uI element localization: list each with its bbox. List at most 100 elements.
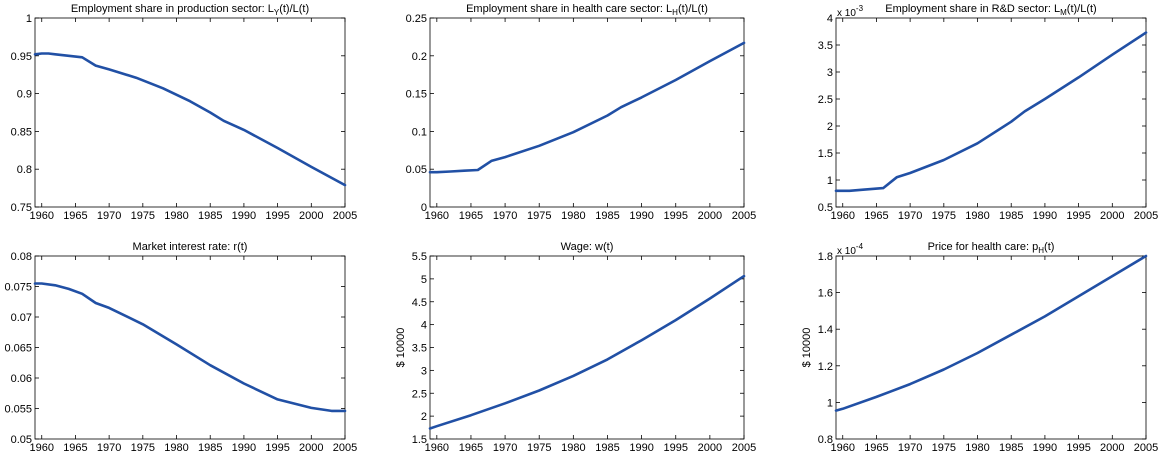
y-tick-label: 1.5	[818, 148, 833, 160]
chart-panel-6: 1960 1965 1970 1975 1980 1985 1990 1995 2000 2005…	[801, 241, 1158, 454]
y-tick-label: 0.065	[4, 343, 32, 355]
y-tick-label: 0.06	[11, 373, 32, 385]
y-tick-label: 0.95	[11, 51, 32, 63]
x-tick-label: 1970	[493, 210, 517, 222]
x-tick-label: 1985	[999, 442, 1023, 454]
y-exponent-label: x 10-4	[837, 242, 864, 257]
x-tick-label: 1980	[561, 442, 585, 454]
x-tick-label: 1980	[965, 210, 989, 222]
x-tick-label: 1990	[629, 210, 653, 222]
x-tick-label: 1985	[198, 442, 222, 454]
x-tick-label: 1960	[425, 442, 449, 454]
y-tick-label: 0.8	[818, 434, 833, 446]
axes-box	[429, 17, 745, 208]
y-tick-label: 2.5	[412, 388, 427, 400]
x-tick-label: 1960	[29, 210, 53, 222]
chart-title: Employment share in R&D sector: LM(t)/L(…	[885, 3, 1096, 17]
x-tick-label: 1995	[265, 442, 289, 454]
y-tick-label: 2	[421, 411, 427, 423]
x-tick-label: 1985	[595, 210, 619, 222]
y-tick-label: 1	[827, 175, 833, 187]
chart-title: Employment share in production sector: L…	[71, 3, 309, 17]
x-tick-label: 2005	[1134, 210, 1158, 222]
chart-title: Employment share in health care sector: …	[466, 3, 708, 17]
y-tick-label: 0	[421, 202, 427, 214]
x-tick-label: 1995	[663, 442, 687, 454]
x-tick-label: 1965	[63, 210, 87, 222]
chart-title: Market interest rate: r(t)	[133, 241, 248, 253]
x-tick-label: 1970	[898, 442, 922, 454]
y-tick-label: 1.4	[818, 324, 833, 336]
chart-panel-3: 1960 1965 1970 1975 1980 1985 1990 1995 2000 2005…	[818, 3, 1159, 222]
y-tick-label: 0.05	[406, 164, 427, 176]
axes-box	[34, 17, 346, 208]
x-tick-label: 1980	[164, 442, 188, 454]
chart-panel-1: 1960 1965 1970 1975 1980 1985 1990 1995 2000 2005…	[11, 3, 358, 222]
x-tick-label: 1990	[232, 210, 256, 222]
axes-box	[835, 255, 1147, 440]
y-axis-label: $ 10000	[801, 328, 813, 368]
y-tick-label: 1	[26, 13, 32, 25]
x-tick-label: 1985	[198, 210, 222, 222]
x-tick-label: 1980	[164, 210, 188, 222]
y-tick-label: 0.1	[412, 126, 427, 138]
chart-title: Price for health care: pH(t)	[928, 241, 1055, 255]
x-tick-label: 1990	[232, 442, 256, 454]
y-tick-label: 0.055	[4, 404, 32, 416]
x-tick-label: 2000	[299, 210, 323, 222]
x-tick-label: 1960	[29, 442, 53, 454]
x-tick-label: 1990	[1033, 442, 1057, 454]
y-tick-label: 0.8	[17, 164, 32, 176]
x-tick-label: 1975	[527, 210, 551, 222]
y-tick-label: 1	[827, 397, 833, 409]
y-tick-label: 1.5	[412, 434, 427, 446]
series-line-1	[428, 41, 746, 174]
x-tick-label: 1965	[459, 210, 483, 222]
x-tick-label: 1995	[663, 210, 687, 222]
y-tick-label: 1.6	[818, 288, 833, 300]
x-tick-label: 1985	[595, 442, 619, 454]
y-tick-label: 1.8	[818, 251, 833, 263]
y-tick-label: 4.5	[412, 297, 427, 309]
x-tick-label: 1970	[493, 442, 517, 454]
y-axis-label: $ 10000	[395, 328, 407, 368]
x-tick-label: 2000	[1100, 210, 1124, 222]
series-line-1	[428, 274, 746, 430]
y-tick-label: 3.5	[818, 40, 833, 52]
x-tick-label: 2000	[698, 442, 722, 454]
series-line-1	[834, 254, 1148, 412]
y-tick-label: 0.9	[17, 89, 32, 101]
x-tick-label: 2005	[732, 210, 756, 222]
x-tick-label: 2005	[1134, 442, 1158, 454]
y-tick-label: 0.85	[11, 126, 32, 138]
y-tick-label: 4	[421, 320, 427, 332]
x-tick-label: 2000	[299, 442, 323, 454]
y-tick-label: 0.07	[11, 312, 32, 324]
series-line-1	[834, 31, 1148, 193]
x-tick-label: 2005	[333, 442, 357, 454]
y-tick-label: 3	[827, 67, 833, 79]
y-tick-label: 0.075	[4, 282, 32, 294]
x-tick-label: 1960	[830, 210, 854, 222]
y-tick-label: 4	[827, 13, 833, 25]
x-tick-label: 2005	[333, 210, 357, 222]
x-tick-label: 1990	[629, 442, 653, 454]
x-tick-label: 1995	[1066, 442, 1090, 454]
x-tick-label: 1960	[425, 210, 449, 222]
x-tick-label: 1975	[131, 210, 155, 222]
axes-box	[34, 255, 346, 440]
x-tick-label: 1965	[864, 442, 888, 454]
x-tick-label: 1975	[527, 442, 551, 454]
x-tick-label: 1970	[97, 442, 121, 454]
y-tick-label: 5	[421, 274, 427, 286]
y-tick-label: 2	[827, 121, 833, 133]
x-tick-label: 1980	[561, 210, 585, 222]
x-tick-label: 1970	[97, 210, 121, 222]
x-tick-label: 1960	[830, 442, 854, 454]
x-tick-label: 2000	[698, 210, 722, 222]
y-tick-label: 0.25	[406, 13, 427, 25]
series-line-1	[33, 282, 347, 413]
x-tick-label: 1975	[932, 210, 956, 222]
chart-panel-5: 1960 1965 1970 1975 1980 1985 1990 1995 2000 2005…	[395, 241, 756, 454]
